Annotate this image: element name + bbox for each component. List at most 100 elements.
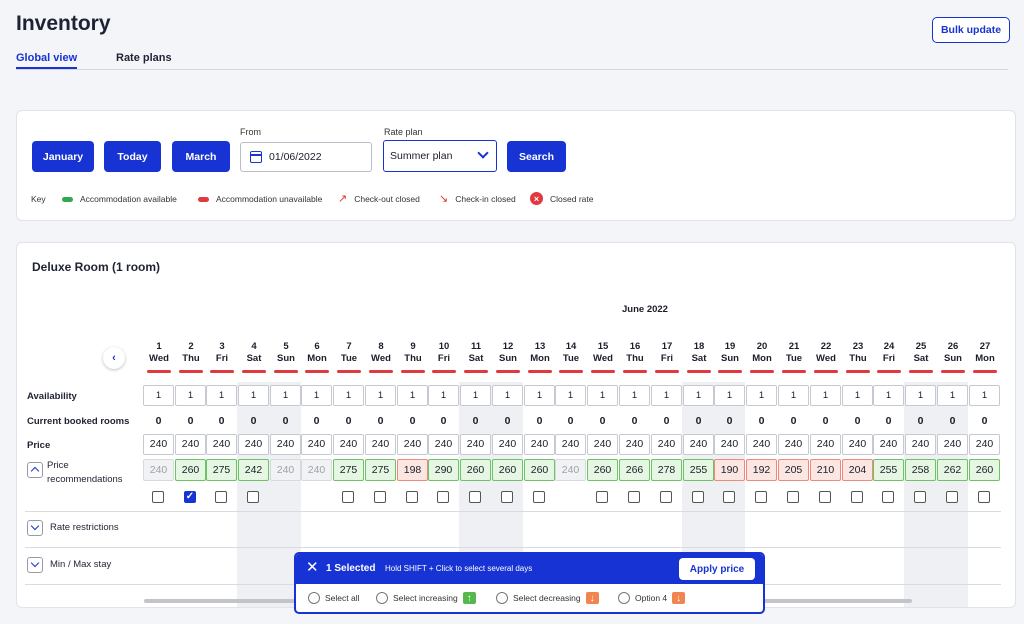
price-cell[interactable]: 240: [270, 434, 301, 455]
day-checkbox[interactable]: ✓: [184, 491, 196, 503]
recommendation-cell[interactable]: 290: [428, 459, 459, 481]
availability-cell[interactable]: 1: [714, 385, 745, 406]
availability-cell[interactable]: 1: [301, 385, 332, 406]
availability-cell[interactable]: 1: [937, 385, 968, 406]
price-cell[interactable]: 240: [619, 434, 650, 455]
price-cell[interactable]: 240: [555, 434, 586, 455]
day-checkbox[interactable]: [406, 491, 418, 503]
availability-cell[interactable]: 1: [206, 385, 237, 406]
recommendation-cell[interactable]: 260: [175, 459, 206, 481]
day-checkbox[interactable]: [692, 491, 704, 503]
close-icon[interactable]: ✕: [306, 559, 319, 576]
price-cell[interactable]: 240: [397, 434, 428, 455]
day-checkbox[interactable]: [596, 491, 608, 503]
availability-cell[interactable]: 1: [587, 385, 618, 406]
day-checkbox[interactable]: [469, 491, 481, 503]
price-cell[interactable]: 240: [175, 434, 206, 455]
price-cell[interactable]: 240: [969, 434, 1000, 455]
day-checkbox[interactable]: [978, 491, 990, 503]
day-checkbox[interactable]: [787, 491, 799, 503]
recommendation-cell[interactable]: 278: [651, 459, 682, 481]
day-checkbox[interactable]: [946, 491, 958, 503]
recommendation-cell[interactable]: 260: [969, 459, 1000, 481]
price-cell[interactable]: 240: [746, 434, 777, 455]
radio-select-decreasing[interactable]: Select decreasing ↓: [496, 592, 599, 604]
day-checkbox[interactable]: [374, 491, 386, 503]
recommendation-cell[interactable]: 204: [842, 459, 873, 481]
day-checkbox[interactable]: [628, 491, 640, 503]
availability-cell[interactable]: 1: [492, 385, 523, 406]
price-cell[interactable]: 240: [428, 434, 459, 455]
recommendation-cell[interactable]: 240: [555, 459, 586, 481]
availability-cell[interactable]: 1: [683, 385, 714, 406]
radio-select-all[interactable]: Select all: [308, 592, 360, 604]
recommendation-cell[interactable]: 275: [206, 459, 237, 481]
price-cell[interactable]: 240: [333, 434, 364, 455]
day-checkbox[interactable]: [914, 491, 926, 503]
recommendations-collapse-button[interactable]: [27, 462, 43, 478]
availability-cell[interactable]: 1: [842, 385, 873, 406]
availability-cell[interactable]: 1: [555, 385, 586, 406]
price-cell[interactable]: 240: [778, 434, 809, 455]
recommendation-cell[interactable]: 260: [587, 459, 618, 481]
availability-cell[interactable]: 1: [969, 385, 1000, 406]
recommendation-cell[interactable]: 198: [397, 459, 428, 481]
availability-cell[interactable]: 1: [238, 385, 269, 406]
day-checkbox[interactable]: [215, 491, 227, 503]
recommendation-cell[interactable]: 275: [333, 459, 364, 481]
day-checkbox[interactable]: [247, 491, 259, 503]
day-checkbox[interactable]: [152, 491, 164, 503]
availability-cell[interactable]: 1: [905, 385, 936, 406]
recommendation-cell[interactable]: 242: [238, 459, 269, 481]
recommendation-cell[interactable]: 210: [810, 459, 841, 481]
availability-cell[interactable]: 1: [873, 385, 904, 406]
search-button[interactable]: Search: [507, 141, 566, 172]
price-cell[interactable]: 240: [587, 434, 618, 455]
min-max-stay-expand-button[interactable]: [27, 557, 43, 573]
price-cell[interactable]: 240: [651, 434, 682, 455]
price-cell[interactable]: 240: [714, 434, 745, 455]
march-button[interactable]: March: [172, 141, 230, 172]
recommendation-cell[interactable]: 240: [301, 459, 332, 481]
availability-cell[interactable]: 1: [460, 385, 491, 406]
recommendation-cell[interactable]: 205: [778, 459, 809, 481]
price-cell[interactable]: 240: [365, 434, 396, 455]
recommendation-cell[interactable]: 255: [683, 459, 714, 481]
day-checkbox[interactable]: [819, 491, 831, 503]
price-cell[interactable]: 240: [683, 434, 714, 455]
price-cell[interactable]: 240: [842, 434, 873, 455]
price-cell[interactable]: 240: [524, 434, 555, 455]
price-cell[interactable]: 240: [238, 434, 269, 455]
radio-select-increasing[interactable]: Select increasing ↑: [376, 592, 476, 604]
day-checkbox[interactable]: [660, 491, 672, 503]
availability-cell[interactable]: 1: [524, 385, 555, 406]
from-date-input[interactable]: 01/06/2022: [240, 142, 372, 172]
day-checkbox[interactable]: [437, 491, 449, 503]
january-button[interactable]: January: [32, 141, 94, 172]
day-checkbox[interactable]: [882, 491, 894, 503]
day-checkbox[interactable]: [501, 491, 513, 503]
day-checkbox[interactable]: [342, 491, 354, 503]
availability-cell[interactable]: 1: [270, 385, 301, 406]
price-cell[interactable]: 240: [206, 434, 237, 455]
bulk-update-button[interactable]: Bulk update: [932, 17, 1010, 43]
day-checkbox[interactable]: [723, 491, 735, 503]
availability-cell[interactable]: 1: [746, 385, 777, 406]
price-cell[interactable]: 240: [460, 434, 491, 455]
prev-days-button[interactable]: ‹: [103, 347, 125, 369]
availability-cell[interactable]: 1: [333, 385, 364, 406]
recommendation-cell[interactable]: 240: [270, 459, 301, 481]
recommendation-cell[interactable]: 266: [619, 459, 650, 481]
recommendation-cell[interactable]: 275: [365, 459, 396, 481]
tab-rate-plans[interactable]: Rate plans: [116, 52, 172, 64]
day-checkbox[interactable]: [755, 491, 767, 503]
price-cell[interactable]: 240: [492, 434, 523, 455]
price-cell[interactable]: 240: [905, 434, 936, 455]
price-cell[interactable]: 240: [301, 434, 332, 455]
recommendation-cell[interactable]: 192: [746, 459, 777, 481]
rate-plan-select[interactable]: Summer plan: [383, 140, 497, 172]
recommendation-cell[interactable]: 258: [905, 459, 936, 481]
price-cell[interactable]: 240: [937, 434, 968, 455]
availability-cell[interactable]: 1: [619, 385, 650, 406]
radio-option-4[interactable]: Option 4 ↓: [618, 592, 686, 604]
